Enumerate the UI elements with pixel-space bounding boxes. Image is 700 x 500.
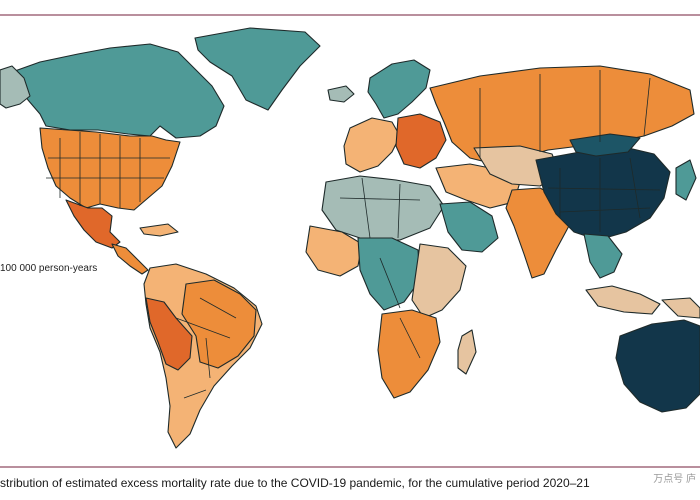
region-southeast-asia bbox=[583, 233, 623, 279]
region-scandinavia bbox=[367, 59, 431, 119]
region-mongolia bbox=[569, 133, 641, 157]
region-united-states bbox=[39, 127, 181, 211]
region-brazil bbox=[181, 279, 257, 369]
region-mexico bbox=[65, 199, 121, 249]
region-central-africa bbox=[357, 237, 421, 311]
region-west-africa bbox=[305, 225, 363, 277]
region-madagascar bbox=[457, 329, 477, 375]
region-canada bbox=[11, 43, 225, 139]
bottom-rule bbox=[0, 466, 700, 468]
figure-caption: stribution of estimated excess mortality… bbox=[0, 476, 590, 490]
region-alaska bbox=[0, 65, 31, 109]
region-iceland bbox=[327, 85, 355, 103]
region-papua bbox=[661, 297, 700, 319]
region-arabia bbox=[439, 201, 499, 253]
region-eastern-europe bbox=[395, 113, 447, 169]
region-north-africa bbox=[321, 175, 445, 241]
region-japan bbox=[675, 159, 697, 201]
watermark: 万点号 庐 bbox=[653, 474, 696, 485]
region-western-europe bbox=[343, 117, 401, 173]
region-indonesia bbox=[585, 285, 661, 315]
region-greenland bbox=[194, 27, 321, 111]
region-east-africa bbox=[411, 243, 467, 319]
region-caribbean bbox=[139, 223, 179, 237]
world-map bbox=[0, 27, 700, 449]
region-russia bbox=[429, 65, 695, 165]
region-australia bbox=[615, 319, 700, 413]
region-southern-africa bbox=[377, 309, 441, 399]
region-central-america bbox=[111, 243, 149, 275]
legend-unit-label: 100 000 person-years bbox=[0, 263, 98, 274]
region-peru bbox=[145, 297, 193, 371]
internal-borders bbox=[46, 70, 661, 399]
top-rule bbox=[0, 14, 700, 16]
